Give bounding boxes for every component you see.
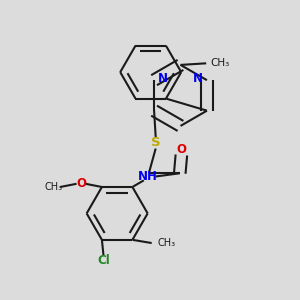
Text: O: O: [176, 143, 186, 156]
Text: O: O: [76, 177, 86, 190]
Text: CH₃: CH₃: [158, 238, 175, 248]
Text: Cl: Cl: [97, 254, 110, 267]
Text: CH₃: CH₃: [45, 182, 63, 192]
Text: N: N: [158, 72, 168, 86]
Text: CH₃: CH₃: [210, 58, 230, 68]
Text: S: S: [151, 136, 160, 149]
Text: NH: NH: [138, 170, 158, 183]
Text: N: N: [193, 72, 203, 86]
